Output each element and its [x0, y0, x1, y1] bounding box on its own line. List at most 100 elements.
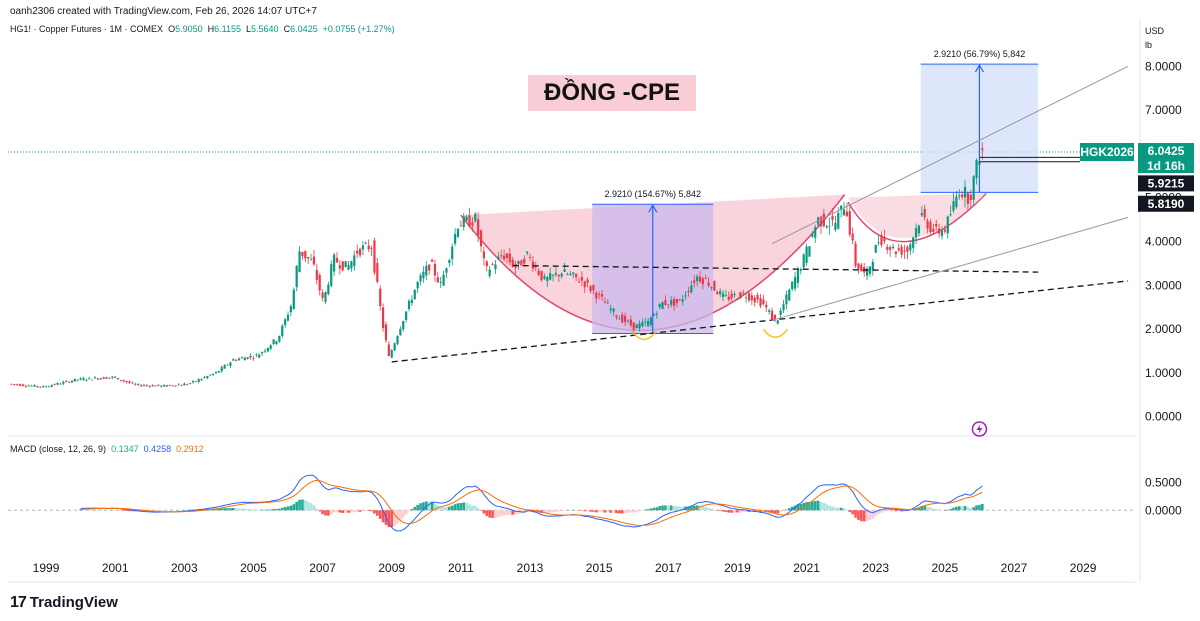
- macd-histogram-bar: [839, 507, 843, 511]
- candle-body: [886, 246, 889, 250]
- candle-body: [598, 294, 601, 296]
- macd-histogram-bar: [381, 510, 385, 523]
- candle-body: [526, 251, 529, 254]
- candle-body: [935, 223, 938, 227]
- candle-body: [716, 292, 719, 295]
- macd-histogram-bar: [367, 510, 370, 511]
- macd-histogram-bar: [658, 506, 661, 511]
- macd-histogram-bar: [802, 502, 805, 511]
- candle-body: [580, 277, 583, 281]
- year-tick-label: 2019: [724, 561, 751, 575]
- macd-histogram-bar: [237, 508, 241, 511]
- candle-body: [693, 280, 696, 283]
- candle-body: [402, 321, 405, 330]
- candle-body: [520, 260, 523, 266]
- candle-body: [606, 302, 609, 304]
- candle-body: [621, 314, 624, 323]
- candle-body: [284, 319, 287, 326]
- chart-title[interactable]: ĐỒNG -CPE: [528, 75, 696, 111]
- chart-credit: oanh2306 created with TradingView.com, F…: [10, 6, 317, 17]
- candle-body: [719, 291, 722, 295]
- macd-histogram-bar: [413, 506, 417, 511]
- macd-histogram-bar: [934, 508, 938, 511]
- candle-body: [845, 211, 849, 217]
- macd-histogram-bar: [666, 505, 670, 511]
- candle-body: [566, 274, 569, 275]
- macd-histogram-bar: [960, 506, 964, 511]
- candle-body: [425, 265, 428, 276]
- tradingview-logo[interactable]: 17 TradingView: [10, 594, 118, 612]
- handle-curve: [847, 192, 987, 243]
- low-value: 5.5640: [251, 24, 279, 34]
- candle-body: [563, 269, 566, 272]
- handle-fill: [848, 193, 987, 239]
- macd-histogram-bar: [661, 505, 664, 511]
- price-tag-bg: [1138, 195, 1194, 212]
- candle-body: [39, 386, 42, 388]
- macd-histogram-bar: [220, 508, 224, 511]
- macd-histogram-bar: [655, 507, 659, 511]
- candle-body: [479, 230, 483, 247]
- macd-histogram-bar: [978, 504, 981, 511]
- macd-histogram-bar: [836, 507, 840, 511]
- candle-body: [240, 357, 244, 359]
- macd-histogram-bar: [883, 510, 886, 512]
- macd-histogram-bar: [465, 502, 468, 511]
- candle-body: [281, 325, 284, 337]
- candle-body: [704, 278, 707, 280]
- candle-body: [773, 314, 776, 320]
- macd-histogram-bar: [531, 510, 535, 512]
- candle-body: [949, 214, 952, 216]
- macd-histogram-bar: [957, 506, 961, 511]
- macd-histogram-bar: [422, 502, 425, 511]
- price-units[interactable]: USD lb: [1145, 24, 1164, 52]
- macd-histogram-bar: [848, 510, 852, 513]
- candle-body: [742, 292, 745, 294]
- macd-histogram-bar: [514, 510, 517, 515]
- symbol-name[interactable]: HG1! · Copper Futures · 1M · COMEX: [10, 24, 164, 34]
- macd-histogram-bar: [453, 504, 457, 511]
- macd-histogram-bar: [718, 510, 722, 512]
- year-tick-label: 2021: [793, 561, 820, 575]
- price-tick-label: 7.0000: [1145, 103, 1182, 117]
- macd-title[interactable]: MACD (close, 12, 26, 9): [10, 444, 107, 454]
- macd-histogram-bar: [808, 501, 811, 511]
- candle-body: [307, 256, 310, 259]
- macd-histogram-bar: [860, 510, 863, 522]
- candle-body: [765, 304, 768, 308]
- candle-body: [174, 385, 177, 387]
- macd-histogram-bar: [358, 510, 362, 512]
- year-tick-label: 2025: [932, 561, 959, 575]
- candle-body: [422, 271, 425, 279]
- lightning-icon: [971, 421, 988, 437]
- macd-histogram-bar: [713, 509, 716, 511]
- macd-histogram-bar: [592, 510, 595, 512]
- macd-histogram-bar: [932, 508, 935, 511]
- candle-body: [116, 378, 120, 380]
- candle-body: [889, 247, 892, 250]
- macd-histogram-bar: [427, 501, 431, 511]
- candle-body: [21, 384, 25, 386]
- candle-body: [926, 220, 929, 229]
- macd-histogram-bar: [981, 504, 984, 511]
- trendline: [391, 280, 1129, 363]
- bottom-marker: [762, 328, 789, 339]
- candle-body: [318, 275, 321, 291]
- candle-body: [874, 245, 877, 253]
- candle-body: [854, 243, 857, 266]
- candle-body: [629, 319, 632, 326]
- candle-body: [543, 276, 546, 279]
- macd-legend: MACD (close, 12, 26, 9) 0.1347 0.4258 0.…: [10, 444, 204, 454]
- macd-histogram-bar: [378, 510, 382, 519]
- macd-histogram-bar: [900, 510, 903, 512]
- candle-body: [304, 250, 307, 259]
- macd-histogram-bar: [842, 508, 846, 511]
- macd-histogram-bar: [289, 505, 293, 511]
- macd-histogram-bar: [675, 506, 679, 511]
- candle-body: [799, 269, 802, 271]
- macd-histogram-bar: [727, 510, 731, 513]
- candle-body: [439, 281, 442, 283]
- candle-body: [701, 278, 704, 285]
- macd-histogram-bar: [280, 507, 284, 511]
